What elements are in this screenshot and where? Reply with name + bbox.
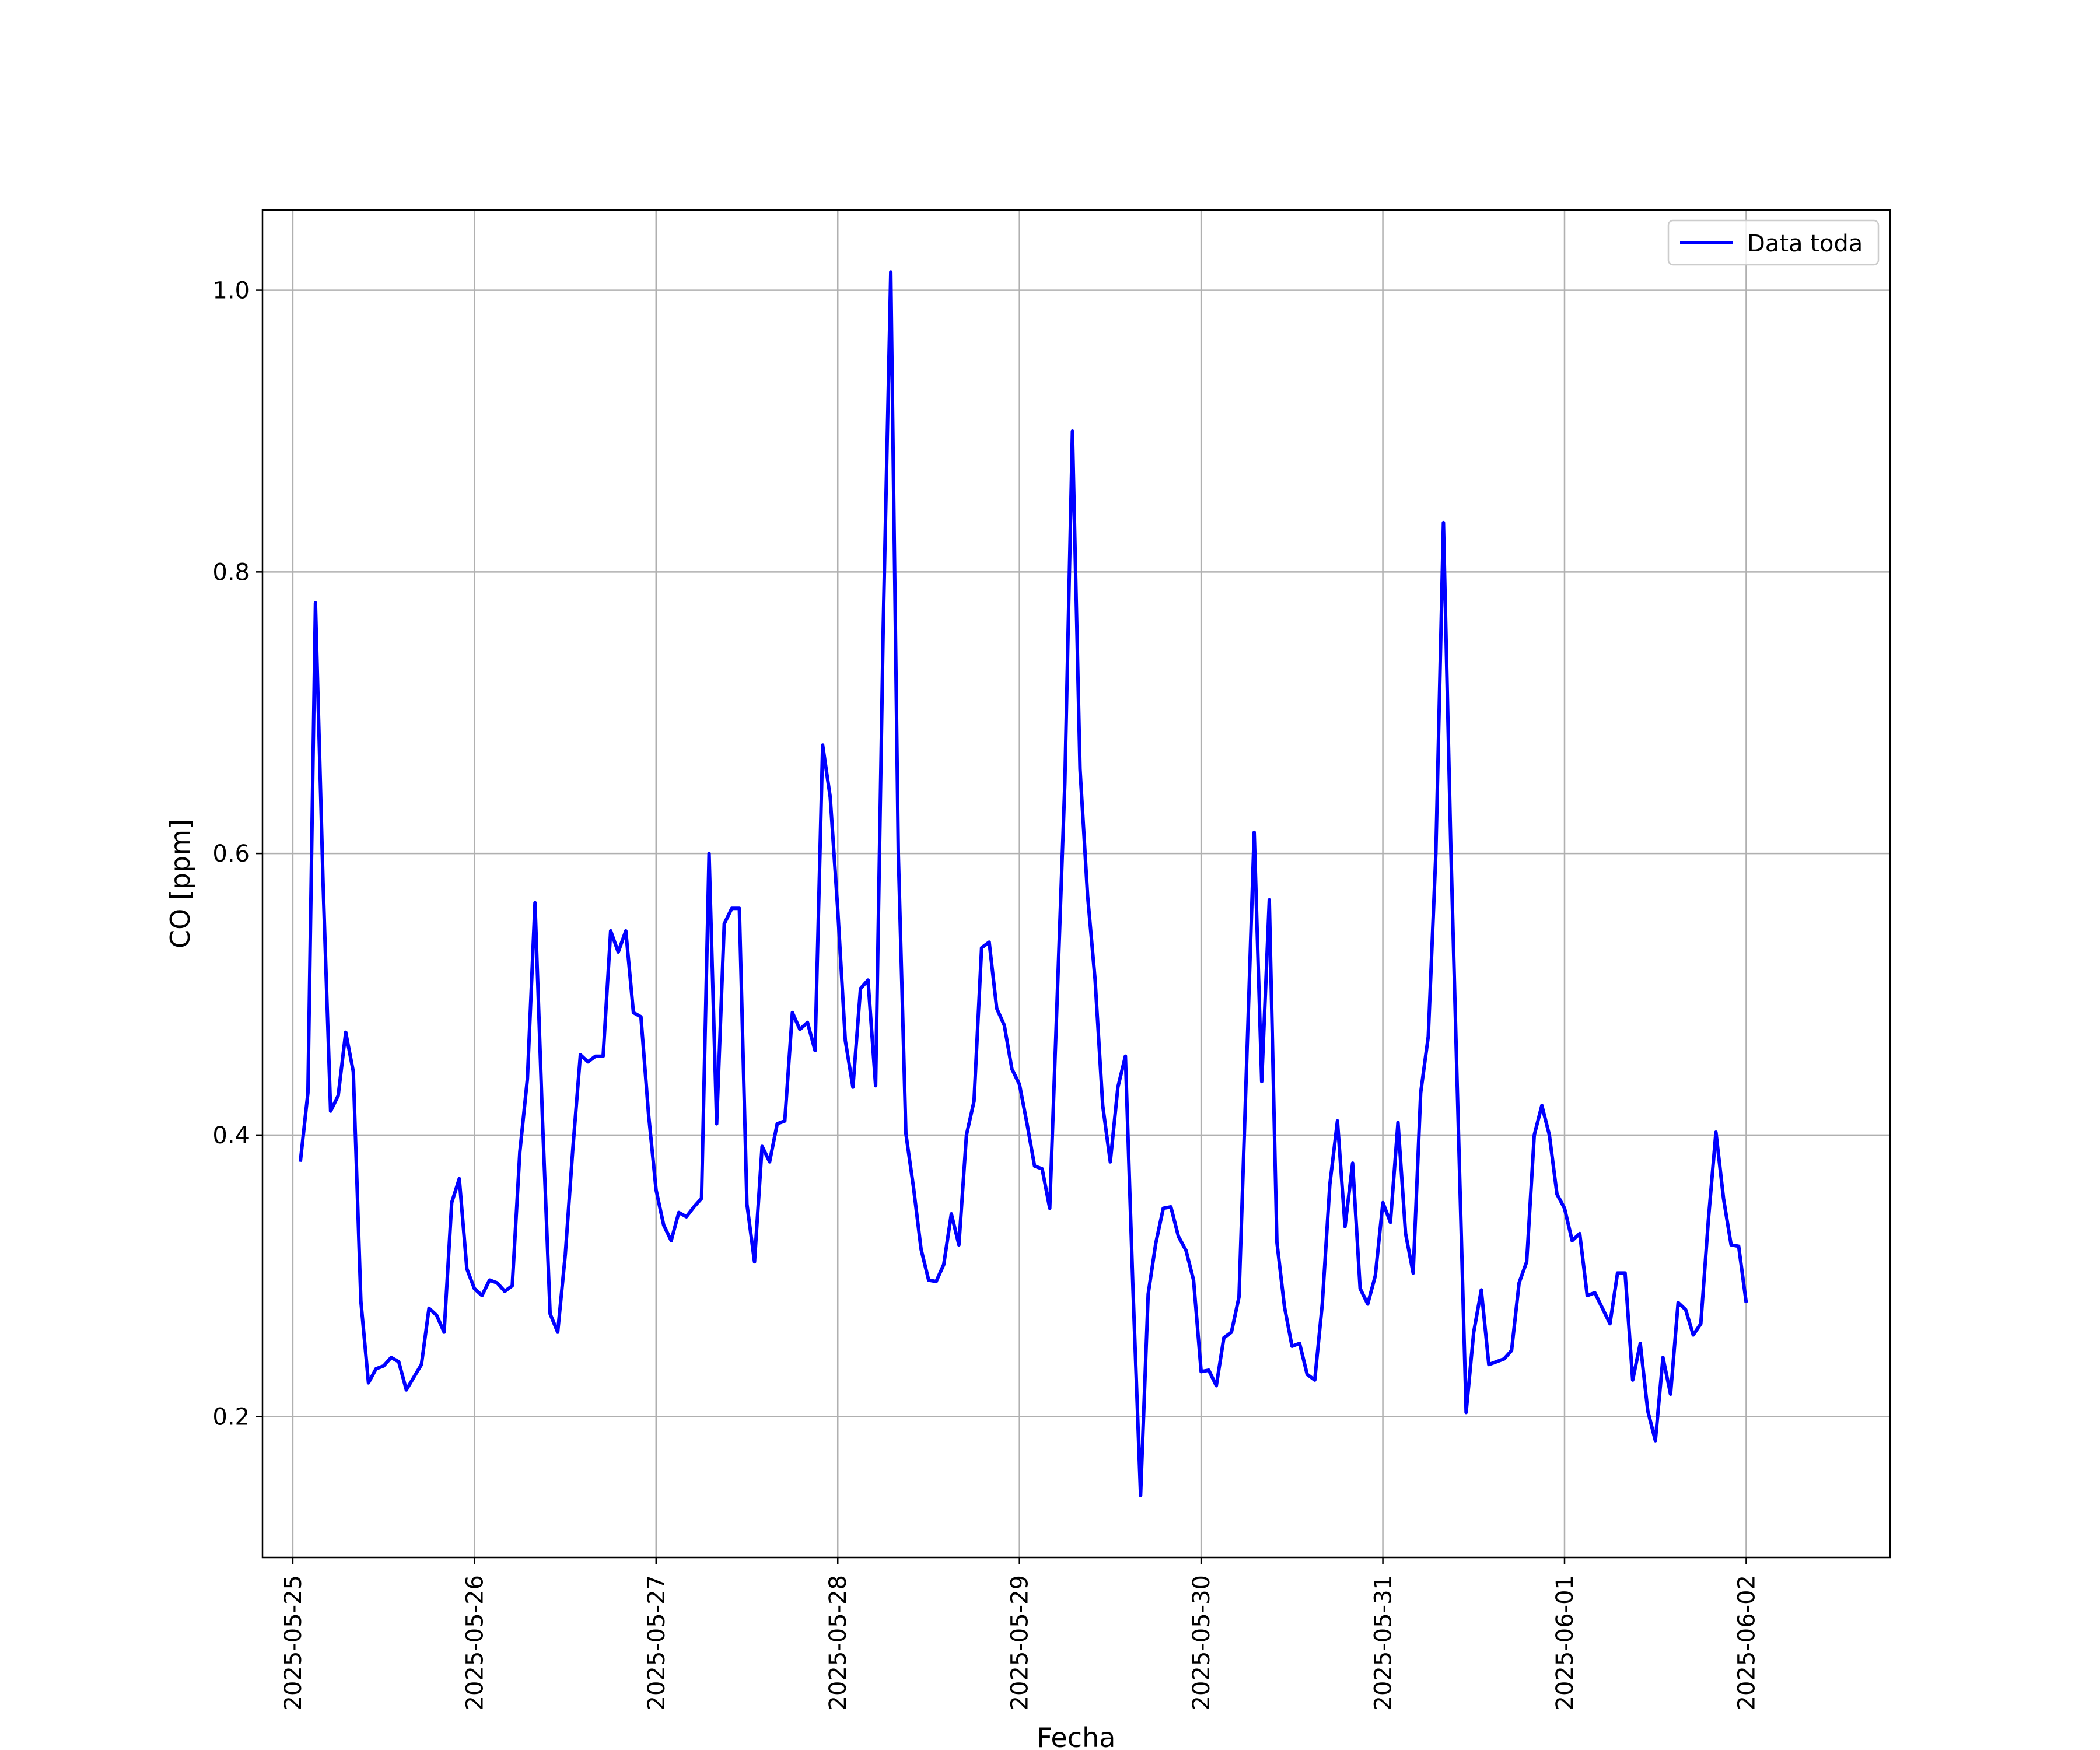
x-tick-label: 2025-05-26 <box>461 1575 488 1710</box>
x-axis-ticks: 2025-05-25 2025-05-26 2025-05-27 2025-05-28… <box>280 1558 1760 1710</box>
plot-frame <box>261 209 1891 1559</box>
y-tick-label: 0.4 <box>212 1122 250 1149</box>
legend: Data toda <box>1667 219 1880 266</box>
legend-box <box>1667 219 1880 266</box>
x-tick-label: 2025-06-02 <box>1733 1575 1760 1710</box>
x-tick-label: 2025-05-29 <box>1007 1575 1034 1710</box>
x-tick-label: 2025-06-01 <box>1552 1575 1578 1710</box>
x-tick-label: 2025-05-25 <box>280 1575 307 1710</box>
y-tick-label: 0.8 <box>212 559 250 586</box>
series-layer <box>298 270 1748 1497</box>
x-tick-label: 2025-05-28 <box>825 1575 852 1710</box>
x-tick-label: 2025-05-27 <box>643 1575 670 1710</box>
x-tick-label: 2025-05-31 <box>1370 1575 1397 1710</box>
y-axis-label: CO [ppm] <box>164 819 196 949</box>
x-tick-label: 2025-05-30 <box>1188 1575 1215 1710</box>
y-tick-label: 1.0 <box>212 278 250 304</box>
y-axis-ticks: 0.2 0.4 0.6 0.8 1.0 <box>212 278 262 1431</box>
series-line-data-toda <box>298 270 1748 1497</box>
y-tick-label: 0.6 <box>212 841 250 867</box>
grid-lines <box>262 210 1890 1558</box>
y-tick-label: 0.2 <box>212 1404 250 1431</box>
x-axis-label: Fecha <box>1037 1722 1116 1750</box>
legend-label: Data toda <box>1747 230 1863 257</box>
